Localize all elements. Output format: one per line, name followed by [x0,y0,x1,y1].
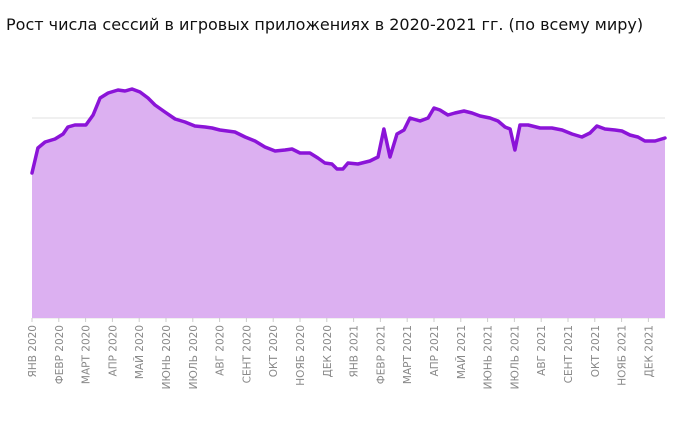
x-tick-label: МАРТ 2021 [402,325,414,384]
x-tick-label: ИЮНЬ 2021 [483,325,495,389]
x-tick-label: ОКТ 2021 [590,325,602,377]
x-tick-label: СЕНТ 2020 [241,325,253,383]
x-tick-label: МАРТ 2020 [81,325,93,384]
x-tick-label: НОЯБ 2020 [295,325,307,386]
x-tick-label: ОКТ 2020 [268,325,280,377]
x-tick-label: МАЙ 2021 [455,325,468,379]
area-fill [32,89,665,318]
x-tick-label: АПР 2020 [107,325,119,376]
x-tick-label: ИЮЛЬ 2021 [509,325,521,389]
x-tick-label: НОЯБ 2021 [617,325,629,386]
x-tick-label: ИЮЛЬ 2020 [188,325,200,389]
x-tick-label: ЯНВ 2021 [349,325,361,377]
x-tick-label: АПР 2021 [429,325,441,376]
x-tick-label: СЕНТ 2021 [563,325,575,383]
x-tick-label: АВГ 2021 [536,325,548,376]
x-tick-label: ДЕК 2020 [322,325,334,377]
x-tick-label: ФЕВР 2021 [375,325,387,384]
x-tick-label: ДЕК 2021 [643,325,655,377]
x-tick-label: ИЮНЬ 2020 [161,325,173,389]
x-tick-label: ФЕВР 2020 [54,325,66,384]
x-tick-label: ЯНВ 2020 [27,325,39,377]
x-tick-label: МАЙ 2020 [133,325,146,379]
x-tick-label: АВГ 2020 [215,325,227,376]
chart-title: Рост числа сессий в игровых приложениях … [6,15,643,34]
line [30,87,667,175]
